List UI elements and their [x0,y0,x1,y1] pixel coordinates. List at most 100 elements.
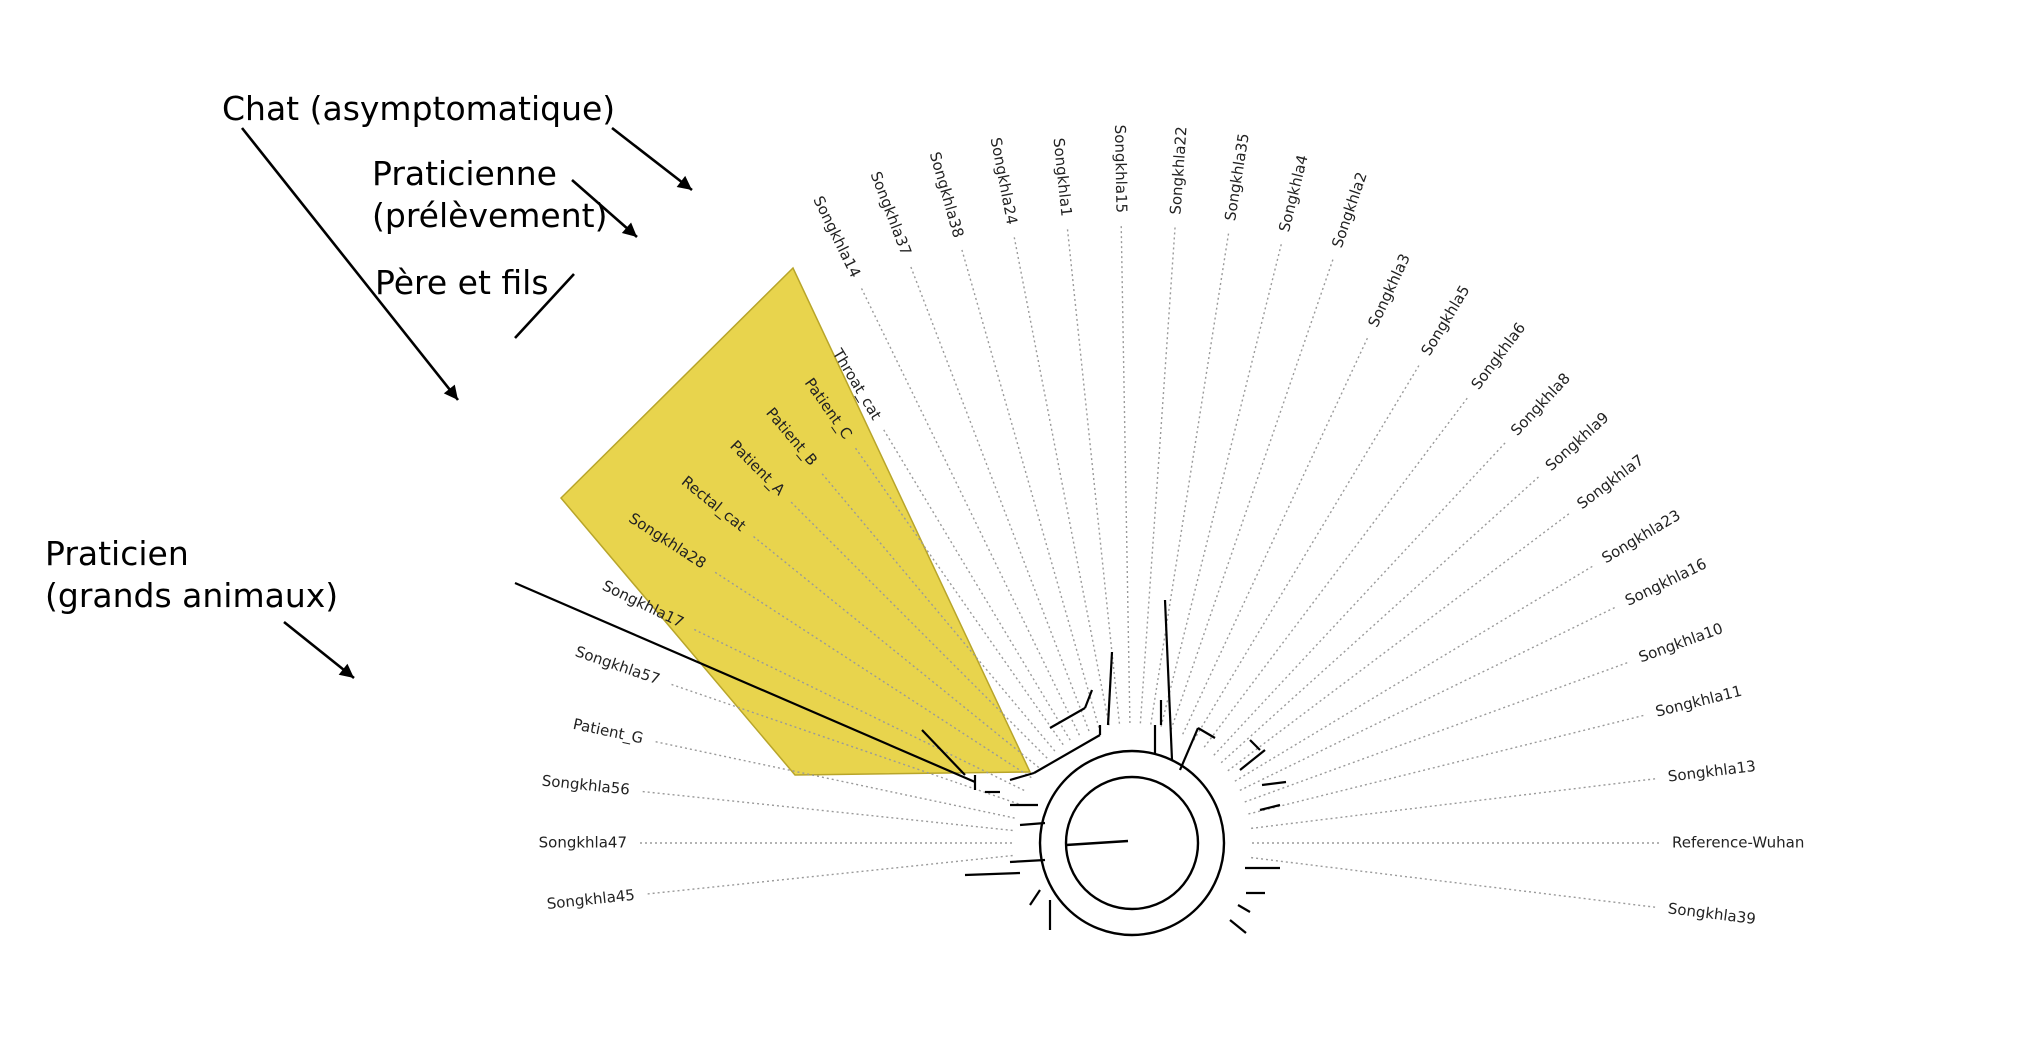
leader-line [1248,714,1647,815]
leader-line [1244,661,1631,803]
tip-label: Songkhla9 [1542,408,1613,474]
root-ring [1064,775,1200,911]
leader-line [1220,474,1542,764]
annotation-practitioner-male-line2: (grands animaux) [45,576,339,615]
leader-line [1203,395,1470,748]
branch [1049,707,1086,729]
tip-labels: Songkhla45 Songkhla47 Songkhla56 Patient_G S… [539,125,1805,928]
branch [1178,727,1200,771]
annotation-arrow-shaft [611,126,693,192]
branch [1163,599,1174,761]
tip-label: Songkhla56 [541,772,631,799]
tip-label: Songkhla10 [1636,619,1725,666]
leader-line [639,790,1013,832]
tip-label: Songkhla14 [809,193,864,280]
branch [1029,889,1041,906]
tip-label: Songkhla1 [1049,137,1075,217]
leader-line [1193,362,1422,741]
leader-line [1239,605,1618,792]
branch [1019,821,1046,827]
tip-label: Songkhla35 [1221,132,1253,222]
tip-label: Songkhla4 [1275,153,1312,234]
tip-label: Songkhla37 [867,169,915,258]
tip-label: Songkhla22 [1166,126,1190,215]
leader-line [712,570,1032,779]
highlighted-clade [559,266,1032,776]
leader-line [668,682,1019,805]
leader-line [1150,230,1230,725]
tip-label: Songkhla6 [1467,319,1529,393]
leader-line [1066,226,1121,724]
leader-line [1251,777,1659,830]
annotation-arrow-shaft [240,127,460,401]
leader-line [853,445,1064,746]
leader-line [1182,335,1370,735]
branch [1249,739,1261,751]
leader-line [960,246,1100,728]
tip-label: Songkhla13 [1667,757,1757,786]
annotation-arrow-head [621,222,637,237]
tip-label: Songkhla38 [926,150,968,240]
leader-line [652,740,1015,819]
branch [1033,734,1101,774]
inner-ring [1038,749,1226,937]
branch [1229,919,1247,934]
leader-line [788,499,1048,759]
branch [1261,780,1287,787]
tip-label: Songkhla16 [1622,555,1709,610]
annotation-arrow-head [676,175,692,190]
tip-label: Songkhla11 [1654,682,1744,721]
tip-leader-lines [637,223,1662,909]
leader-line [1227,511,1572,772]
branch [964,871,1021,877]
tip-label: Patient_G [571,715,645,748]
tip-label: Songkhla8 [1507,369,1574,439]
tip-label: Songkhla7 [1574,451,1648,513]
annotation-practitioner-female-line1: Praticienne [372,154,557,193]
tip-label: Songkhla57 [573,642,662,688]
branch [1237,904,1251,913]
tip-label: Songkhla3 [1364,251,1414,330]
branch [1009,858,1046,864]
annotation-arrow-head [338,663,354,678]
annotation-cat: Chat (asymptomatique) [222,89,616,128]
tip-label: Songkhla23 [1599,506,1684,567]
branch [1009,771,1035,782]
branch [1197,727,1216,739]
annotation-arrow-shaft [571,179,638,238]
annotation-practitioner-male: Praticien (grands animaux) [45,533,338,617]
leader-line [750,534,1040,769]
bracket-father-son [514,273,575,339]
annotation-arrow-head [443,384,458,400]
tip-label: Songkhla39 [1667,899,1757,928]
branch [1259,803,1281,812]
tip-label: Songkhla45 [546,886,636,913]
leader-line [881,426,1071,741]
branch [1106,651,1114,726]
leader-line [1120,223,1131,724]
branch [1239,749,1266,771]
annotation-practitioner-female: Praticienne (prélèvement) [372,153,607,237]
annotation-arrow-shaft [283,620,355,680]
leader-line [1234,564,1596,782]
leader-line [819,471,1056,752]
tip-label: Songkhla2 [1328,170,1371,250]
branch [1065,839,1129,847]
tip-label: Reference-Wuhan [1672,834,1804,852]
leader-line [1160,241,1283,727]
annotation-practitioner-female-line2: (prélèvement) [372,196,608,235]
tip-label: Songkhla5 [1417,282,1473,359]
leader-line [644,854,1013,895]
branch [1083,689,1094,709]
tree-branches [514,581,1287,937]
tip-label: Songkhla47 [539,834,627,852]
leader-line [1139,224,1176,724]
branch [514,581,976,784]
leader-line [1251,856,1659,909]
leader-line [1213,440,1508,756]
leader-line [1013,234,1110,726]
tip-label: Songkhla24 [987,136,1022,226]
branch [921,729,966,776]
leader-line [909,263,1090,732]
